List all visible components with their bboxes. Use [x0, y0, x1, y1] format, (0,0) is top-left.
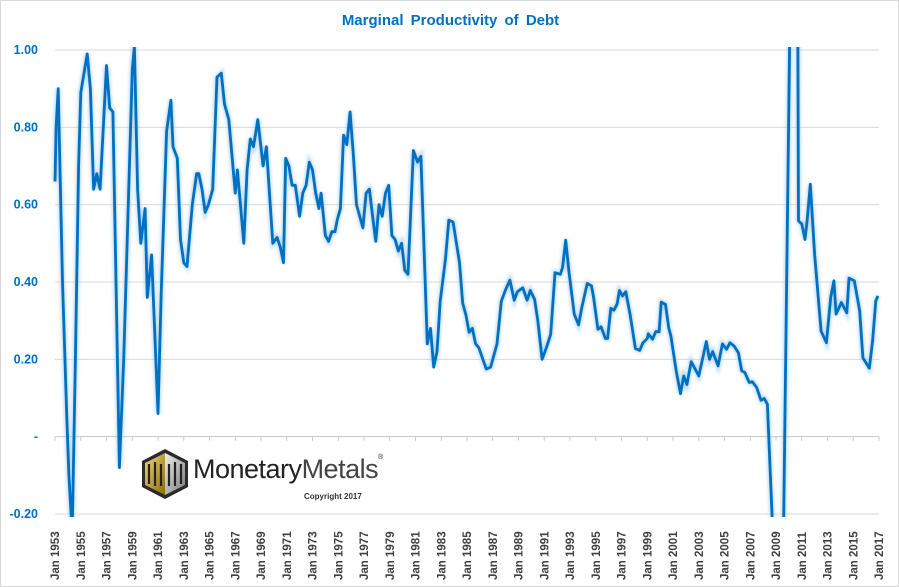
x-tick-label: Jan 1985 — [462, 531, 474, 580]
y-tick-label: 1.00 — [14, 43, 38, 57]
x-tick-label: Jan 1977 — [359, 531, 371, 580]
x-tick-label: Jan 2003 — [694, 531, 706, 580]
logo-hexagon-icon — [142, 449, 188, 499]
x-axis: Jan 1953 Jan 1955 Jan 1957 Jan 1959 Jan 1961… — [50, 531, 886, 580]
x-tick-label: Jan 2015 — [848, 531, 860, 580]
chart-title: Marginal Productivity of Debt — [341, 12, 560, 29]
y-tick-label: 0.20 — [14, 352, 38, 366]
x-tick-label: Jan 1979 — [385, 531, 397, 580]
y-tick-label: 0.40 — [14, 275, 38, 289]
x-tick-label: Jan 1961 — [153, 531, 165, 580]
x-tick-label: Jan 1953 — [50, 531, 62, 580]
x-tick-label: Jan 1957 — [102, 531, 114, 580]
series-line — [53, 47, 880, 517]
y-tick-label: -0.20 — [10, 507, 39, 521]
x-tick-label: Jan 1959 — [127, 531, 139, 580]
registered-mark: ® — [378, 454, 383, 461]
x-tick-label: Jan 1973 — [308, 531, 320, 580]
y-tick-label: 0.80 — [14, 120, 38, 134]
x-tick-label: Jan 1981 — [411, 531, 423, 580]
x-tick-label: Jan 1975 — [333, 531, 345, 580]
x-tick-label: Jan 2017 — [874, 531, 886, 580]
x-tick-label: Jan 1993 — [565, 531, 577, 580]
x-tick-label: Jan 1995 — [591, 531, 603, 580]
x-tick-label: Jan 1969 — [256, 531, 268, 580]
x-tick-label: Jan 2013 — [823, 531, 835, 580]
x-tick-label: Jan 1955 — [76, 531, 88, 580]
x-tick-label: Jan 1989 — [514, 531, 526, 580]
x-tick-label: Jan 1991 — [539, 531, 551, 580]
x-tick-label: Jan 1983 — [436, 531, 448, 580]
x-tick-label: Jan 1971 — [282, 531, 294, 580]
y-tick-label: 0.60 — [14, 198, 38, 212]
x-tick-label: Jan 1997 — [617, 531, 629, 580]
logo-wordmark: MonetaryMetals® — [193, 454, 383, 485]
logo-word-monetary: Monetary — [193, 454, 302, 484]
x-tick-label: Jan 1999 — [642, 531, 654, 580]
x-tick-label: Jan 2007 — [745, 531, 757, 580]
x-tick-label: Jan 2009 — [771, 531, 783, 580]
x-tick-label: Jan 1963 — [179, 531, 191, 580]
gridlines — [54, 49, 880, 515]
y-axis: 1.00 0.80 0.60 0.40 0.20 - -0.20 — [10, 43, 39, 521]
logo-word-metals: Metals — [301, 454, 379, 484]
x-tick-label: Jan 1967 — [230, 531, 242, 580]
copyright-text: Copyright 2017 — [304, 492, 362, 501]
x-tick-label: Jan 2001 — [668, 531, 680, 580]
y-tick-label: - — [34, 430, 38, 444]
monetary-metals-logo: MonetaryMetals® Copyright 2017 — [139, 448, 383, 508]
x-tick-label: Jan 1965 — [205, 531, 217, 580]
x-tick-label: Jan 2011 — [797, 531, 809, 580]
x-tick-label: Jan 2005 — [720, 531, 732, 580]
x-tick-label: Jan 1987 — [488, 531, 500, 580]
